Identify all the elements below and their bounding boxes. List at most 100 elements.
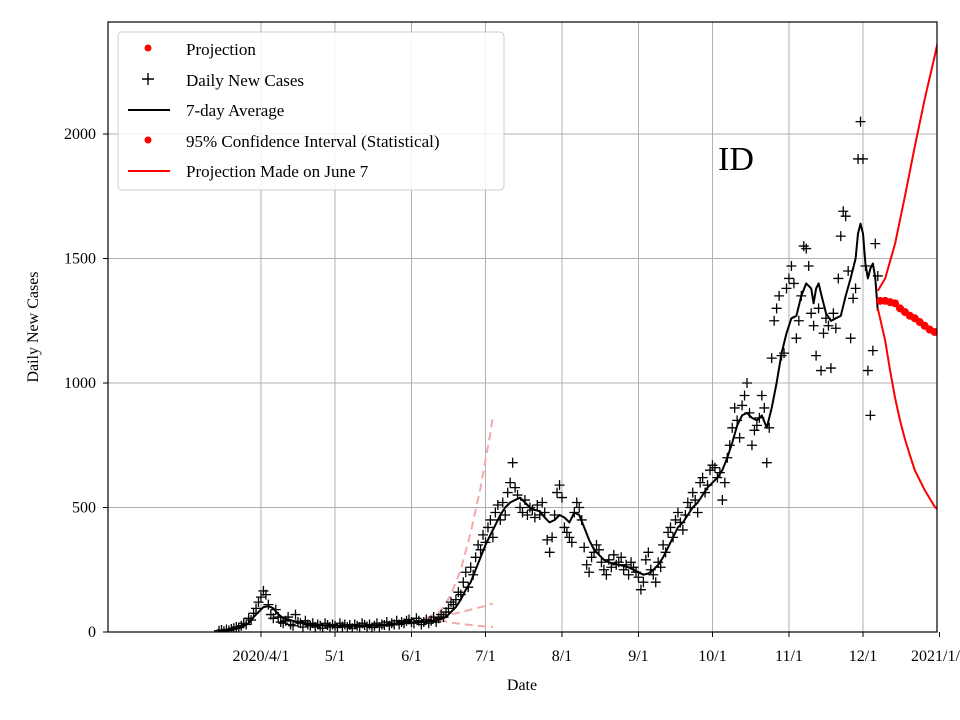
- daily-case-point: [734, 432, 745, 443]
- daily-case-point: [774, 290, 785, 301]
- daily-case-point: [473, 539, 484, 550]
- daily-case-point: [786, 261, 797, 271]
- daily-case-point: [759, 402, 770, 413]
- daily-case-point: [571, 497, 582, 508]
- daily-case-point: [739, 390, 750, 401]
- daily-case-point: [798, 241, 809, 252]
- daily-case-point: [658, 539, 669, 550]
- daily-case-point: [485, 514, 496, 525]
- daily-case-point: [771, 303, 782, 314]
- daily-case-point: [719, 477, 730, 488]
- daily-case-point: [616, 552, 627, 563]
- daily-case-point: [436, 609, 447, 620]
- daily-case-point: [707, 460, 718, 471]
- daily-case-point: [507, 457, 518, 468]
- daily-case-point: [749, 425, 760, 436]
- daily-case-point: [828, 308, 839, 319]
- daily-case-point: [635, 584, 646, 595]
- daily-case-point: [803, 261, 814, 271]
- x-tick-label: 6/1: [401, 648, 421, 665]
- legend-marker-confidence-interval: [144, 136, 152, 144]
- x-tick-label: 2020/4/1: [233, 648, 290, 665]
- daily-case-point: [544, 547, 555, 558]
- daily-case-point: [579, 542, 590, 553]
- daily-case-point: [638, 577, 649, 588]
- daily-case-point: [855, 116, 866, 127]
- daily-case-point: [663, 527, 674, 538]
- daily-case-point: [275, 617, 286, 628]
- daily-case-point: [761, 457, 772, 468]
- daily-case-point: [769, 315, 780, 326]
- daily-case-point: [692, 507, 703, 518]
- daily-case-point: [608, 549, 619, 560]
- x-tick-label: 9/1: [628, 648, 648, 665]
- projection-point: [891, 299, 900, 308]
- daily-case-point: [549, 509, 560, 520]
- daily-case-point: [566, 537, 577, 548]
- plot-data: [214, 41, 937, 632]
- confidence-upper-line: [876, 41, 937, 292]
- daily-case-point: [650, 577, 661, 588]
- daily-case-point: [830, 323, 841, 334]
- daily-case-point: [532, 500, 543, 511]
- x-tick-label: 2021/1/1: [911, 648, 960, 665]
- daily-case-point: [825, 363, 836, 374]
- daily-case-point: [633, 572, 644, 583]
- daily-case-point: [648, 569, 659, 580]
- y-tick-label: 0: [88, 624, 96, 641]
- daily-case-point: [811, 350, 822, 361]
- daily-case-point: [502, 487, 513, 498]
- daily-case-point: [497, 497, 508, 508]
- daily-case-point: [823, 320, 834, 331]
- daily-case-point: [460, 567, 471, 578]
- daily-case-point: [682, 497, 693, 508]
- daily-case-point: [561, 527, 572, 538]
- legend-label-june7-projection: Projection Made on June 7: [186, 162, 369, 181]
- daily-case-point: [290, 609, 301, 620]
- daily-case-point: [522, 509, 533, 520]
- daily-case-point: [801, 243, 812, 254]
- daily-case-point: [751, 420, 762, 431]
- x-tick-label: 11/1: [775, 648, 803, 665]
- seven-day-average-line: [218, 222, 879, 632]
- y-tick-label: 2000: [64, 126, 96, 143]
- daily-case-point: [845, 333, 856, 344]
- daily-case-point: [537, 497, 548, 508]
- daily-case-point: [808, 320, 819, 331]
- daily-case-point: [672, 507, 683, 518]
- daily-case-point: [865, 410, 876, 421]
- x-tick-label: 5/1: [325, 648, 345, 665]
- confidence-lower-line: [876, 308, 937, 511]
- daily-case-point: [500, 509, 511, 520]
- daily-case-point: [756, 390, 767, 401]
- daily-case-point: [342, 622, 353, 632]
- daily-case-point: [816, 365, 827, 376]
- daily-case-point: [793, 315, 804, 326]
- daily-case-point: [705, 465, 716, 476]
- daily-case-point: [850, 283, 861, 294]
- daily-case-point: [458, 577, 469, 588]
- daily-case-point: [470, 552, 481, 563]
- daily-case-point: [687, 487, 698, 498]
- annotation-label: ID: [718, 141, 754, 178]
- daily-case-point: [598, 564, 609, 575]
- y-axis-title: Daily New Cases: [25, 271, 42, 382]
- legend-box: [117, 31, 505, 191]
- daily-case-point: [332, 622, 343, 632]
- daily-case-point: [297, 622, 308, 632]
- legend-label-daily-cases: Daily New Cases: [186, 71, 304, 90]
- x-tick-label: 8/1: [552, 648, 572, 665]
- daily-case-point: [862, 365, 873, 376]
- daily-case-point: [253, 597, 264, 608]
- y-tick-label: 1500: [64, 251, 96, 268]
- daily-case-point: [677, 524, 688, 535]
- daily-case-point: [517, 507, 528, 518]
- daily-case-point: [766, 353, 777, 364]
- daily-case-point: [574, 502, 585, 513]
- daily-case-point: [510, 482, 521, 493]
- daily-case-point: [838, 206, 849, 217]
- daily-case-point: [465, 562, 476, 573]
- legend-marker-daily-cases: [142, 73, 154, 85]
- daily-case-point: [423, 618, 434, 629]
